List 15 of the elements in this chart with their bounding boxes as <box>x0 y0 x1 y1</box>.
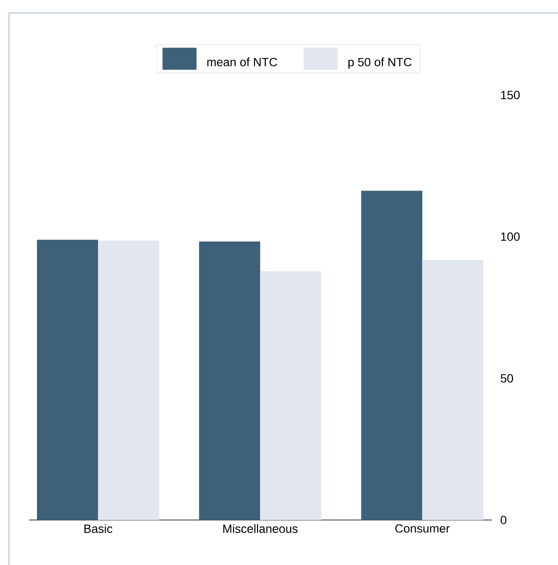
bar <box>422 260 484 520</box>
bar <box>98 240 160 520</box>
legend-label: p 50 of NTC <box>348 58 412 69</box>
x-tick-label: Basic <box>84 524 112 533</box>
bar <box>361 190 422 520</box>
bar <box>36 240 98 520</box>
y-tick-label: 0 <box>500 516 506 524</box>
x-tick-label: Miscellaneous <box>223 524 298 533</box>
y-tick-label: 50 <box>500 374 514 383</box>
legend-label: mean of NTC <box>207 58 278 66</box>
bar <box>260 271 322 520</box>
bar <box>199 241 260 520</box>
y-tick-label: 100 <box>501 232 520 241</box>
y-tick-label: 150 <box>501 90 520 100</box>
x-tick-label: Consumer <box>395 524 450 533</box>
